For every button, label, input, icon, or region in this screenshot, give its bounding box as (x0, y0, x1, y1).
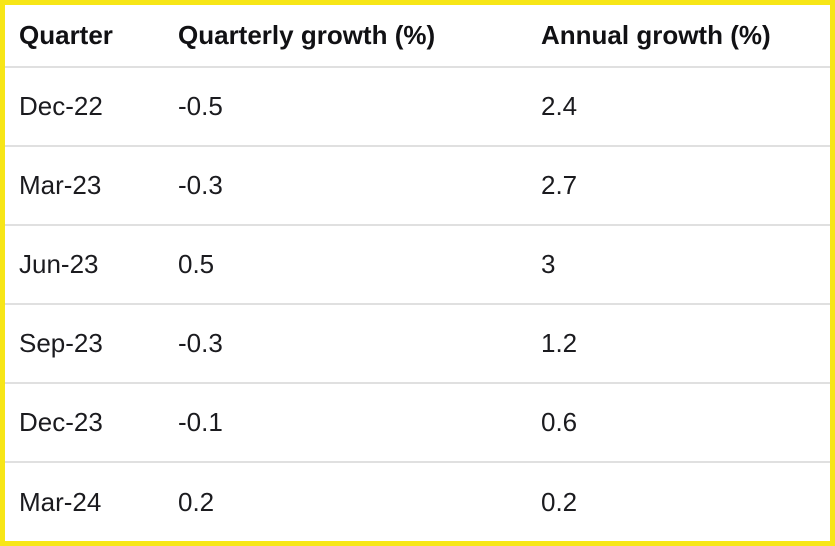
cell-annual-growth: 1.2 (541, 328, 578, 358)
header-row: Quarter Quarterly growth (%) Annual grow… (5, 5, 830, 67)
cell-quarter: Mar-23 (19, 170, 102, 200)
cell-quarter: Dec-23 (19, 407, 103, 437)
cell-quarterly-growth: 0.2 (178, 486, 215, 517)
column-header-annual-growth: Annual growth (%) (541, 20, 771, 50)
cell-annual-growth: 0.6 (541, 407, 578, 437)
table-body: Dec-22 -0.5 2.4 Mar-23 -0.3 2.7 Jun-23 0… (5, 67, 830, 541)
cell-quarterly-growth: -0.1 (178, 407, 223, 437)
table-row: Sep-23 -0.3 1.2 (5, 304, 830, 383)
cell-quarter: Jun-23 (19, 249, 99, 279)
table-row: Jun-23 0.5 3 (5, 225, 830, 304)
table-header: Quarter Quarterly growth (%) Annual grow… (5, 5, 830, 67)
column-header-quarterly-growth: Quarterly growth (%) (178, 20, 436, 50)
table-row: Mar-23 -0.3 2.7 (5, 146, 830, 225)
cell-annual-growth: 2.4 (541, 91, 578, 121)
table-row: Mar-24 0.2 0.2 (5, 462, 830, 541)
cell-annual-growth: 2.7 (541, 170, 578, 200)
cell-annual-growth: 3 (541, 249, 556, 279)
cell-quarter: Dec-22 (19, 91, 103, 121)
cell-quarterly-growth: -0.3 (178, 170, 223, 200)
table-row: Dec-23 -0.1 0.6 (5, 383, 830, 462)
cell-quarterly-growth: 0.5 (178, 249, 215, 279)
column-header-quarter: Quarter (19, 20, 113, 50)
cell-quarter: Sep-23 (19, 328, 103, 358)
table-row: Dec-22 -0.5 2.4 (5, 67, 830, 146)
cell-quarterly-growth: -0.5 (178, 91, 223, 121)
cell-quarterly-growth: -0.3 (178, 328, 223, 358)
cell-quarter: Mar-24 (19, 486, 102, 517)
cell-annual-growth: 0.2 (541, 486, 578, 517)
growth-table: Quarter Quarterly growth (%) Annual grow… (5, 5, 830, 541)
